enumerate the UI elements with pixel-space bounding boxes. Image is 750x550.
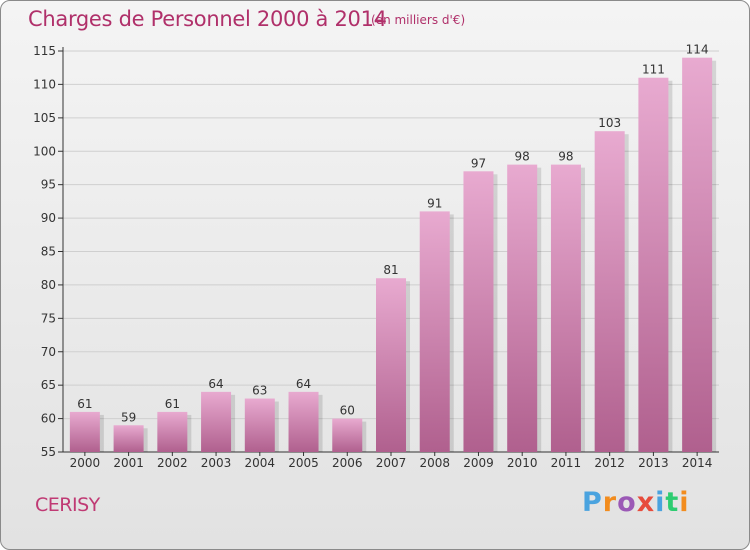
logo-letter: r	[602, 487, 618, 518]
x-tick-label: 2008	[419, 456, 450, 470]
y-tick-label: 115	[33, 44, 56, 58]
data-label: 111	[642, 63, 665, 77]
data-label: 114	[686, 43, 709, 57]
logo-letter: x	[636, 487, 656, 518]
chart-unit-note: (en milliers d'€)	[371, 13, 466, 27]
y-tick-label: 105	[33, 111, 56, 125]
bar	[157, 411, 188, 452]
proxiti-logo: Proxiti	[582, 487, 690, 518]
x-tick-label: 2001	[113, 456, 144, 470]
bar	[113, 425, 144, 452]
bar	[288, 391, 319, 452]
bars	[69, 57, 717, 453]
bar	[244, 398, 275, 452]
bar	[69, 411, 100, 452]
data-label: 64	[208, 377, 223, 391]
y-tick-label: 80	[41, 278, 56, 292]
x-tick-label: 2006	[332, 456, 363, 470]
bar	[201, 391, 232, 452]
data-labels: 61 59 61 64 63 64 60 81 91 97 98 98 103 111 114	[77, 43, 708, 425]
y-tick-label: 75	[41, 311, 56, 325]
bar	[463, 171, 494, 453]
x-tick-label: 2009	[463, 456, 494, 470]
data-label: 61	[77, 397, 92, 411]
data-label: 91	[427, 196, 442, 210]
data-label: 63	[252, 384, 267, 398]
bar	[332, 418, 363, 452]
data-label: 103	[598, 116, 621, 130]
logo-letter: i	[655, 487, 666, 518]
data-label: 59	[121, 410, 136, 424]
data-label: 97	[471, 156, 486, 170]
x-tick-label: 2005	[288, 456, 319, 470]
logo-letter: t	[665, 487, 680, 518]
y-tick-label: 65	[41, 378, 56, 392]
y-tick-label: 70	[41, 345, 56, 359]
town-name: CERISY	[35, 494, 100, 516]
bar	[376, 278, 406, 452]
bar	[419, 211, 450, 452]
data-label: 60	[340, 404, 355, 418]
x-tick-label: 2014	[682, 456, 713, 470]
x-tick-label: 2011	[551, 456, 582, 470]
logo-letter: P	[582, 487, 603, 518]
x-tick-label: 2010	[507, 456, 538, 470]
data-label: 98	[558, 150, 573, 164]
bar	[507, 164, 538, 452]
bar	[550, 164, 581, 452]
y-tick-label: 85	[41, 245, 56, 259]
data-label: 64	[296, 377, 311, 391]
data-label: 61	[165, 397, 180, 411]
y-tick-label: 55	[41, 445, 56, 459]
y-tick-label: 60	[41, 412, 56, 426]
x-tick-label: 2007	[376, 456, 407, 470]
chart-title: Charges de Personnel 2000 à 2014	[28, 7, 387, 31]
x-tick-label: 2013	[638, 456, 669, 470]
logo-letter: o	[617, 487, 637, 518]
data-label: 81	[383, 263, 398, 277]
bar	[682, 57, 713, 452]
data-label: 98	[515, 150, 530, 164]
x-tick-label: 2012	[594, 456, 625, 470]
x-tick-label: 2004	[245, 456, 276, 470]
y-tick-label: 90	[41, 211, 56, 225]
bar	[638, 77, 669, 452]
y-tick-label: 110	[33, 77, 56, 91]
x-tick-label: 2000	[70, 456, 101, 470]
y-tick-label: 95	[41, 178, 56, 192]
y-tick-label: 100	[33, 144, 56, 158]
logo-letter: i	[679, 487, 690, 518]
x-tick-label: 2003	[201, 456, 232, 470]
x-tick-label: 2002	[157, 456, 188, 470]
axes: 55 60 65 70 75 80 85 90 95 100 105 110 115 2000 2001 20…	[33, 44, 719, 470]
bar	[594, 131, 625, 452]
